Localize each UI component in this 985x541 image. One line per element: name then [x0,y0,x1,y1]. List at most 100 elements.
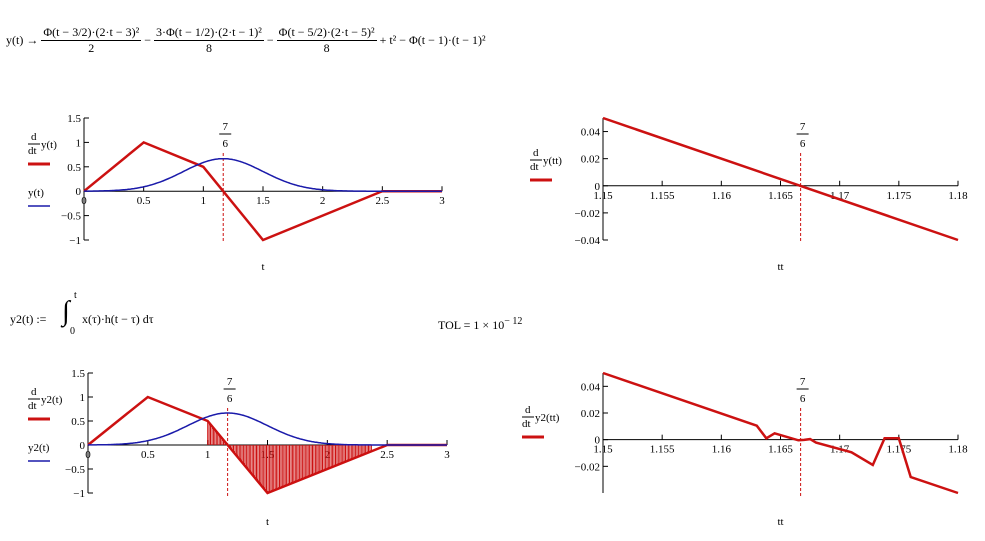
x-tick-label: 3 [444,449,450,461]
y-tick-label: 0 [80,440,86,452]
x-tick-label: 2.5 [380,449,394,461]
legend-entry: d dt y2(tt) [522,404,560,439]
x-axis-label: t [261,261,264,273]
x-tick-label: 1.15 [593,190,613,202]
x-tick-label: 0.5 [137,195,151,207]
series-line-0 [602,116,959,242]
plot-4[interactable]: 1.15 1.155 1.16 1.165 1.17 1.175 1.180.040.020… [500,355,985,541]
eq2-lower: 0 [70,326,75,337]
marker-denominator: 6 [800,393,806,405]
legend-label: y2(t) [28,442,50,454]
x-tick-label: 1.175 [886,190,911,202]
legend-label: y(tt) [543,155,562,167]
y-tick-label: 0 [595,435,601,447]
legend-d-den: dt [522,418,531,430]
legend-entry: d dt y(t) [28,131,57,166]
legend-d-num: d [31,386,37,398]
x-axis-label: tt [777,261,783,273]
marker-numerator: 7 [222,121,228,133]
x-tick-label: 1.18 [948,444,968,456]
y-tick-label: −1 [69,235,81,247]
x-tick-label: 1.155 [650,444,675,456]
x-tick-label: 2 [320,195,326,207]
y-tick-label: 1.5 [71,368,85,380]
marker-denominator: 6 [227,393,233,405]
y-tick-label: 1.5 [67,113,81,125]
y-tick-label: −0.04 [575,235,601,247]
eq-term1: Φ(t − 3/2)·(2·t − 3)² 2 [41,24,142,56]
y-tick-label: −0.02 [575,461,600,473]
x-tick-label: 2.5 [375,195,389,207]
x-tick-label: 1.5 [256,195,270,207]
tol-exponent: − 12 [504,316,523,327]
legend-d-den: dt [28,145,37,157]
legend-d-num: d [533,147,539,159]
series-line-1 [88,412,447,446]
marker-numerator: 7 [800,376,806,388]
marker-denominator: 6 [222,138,228,150]
legend-label: y(t) [28,187,44,199]
legend-entry: y2(t) [28,442,50,462]
series-noise-0 [207,421,372,493]
x-tick-label: 1 [205,449,211,461]
x-tick-label: 1.16 [712,190,732,202]
x-tick-label: 1.16 [712,444,732,456]
eq-arrow: → [26,32,39,47]
eq-term3: Φ(t − 5/2)·(2·t − 5)² 8 [276,24,377,56]
y-tick-label: 0.02 [581,154,600,166]
y-tick-label: 0.04 [581,381,601,393]
x-tick-label: 1.165 [768,444,793,456]
y-tick-label: 0.5 [71,416,85,428]
eq-term3-den: 8 [276,39,377,56]
legend-entry: d dt y(tt) [530,147,562,182]
plot-2[interactable]: 1.15 1.155 1.16 1.165 1.17 1.175 1.180.040.020… [500,100,985,285]
y-tick-label: −0.02 [575,208,600,220]
eq-term1-den: 2 [41,39,142,56]
legend-d-num: d [525,404,531,416]
eq2-integrand: x(τ)·h(t − τ) dτ [82,312,154,326]
legend-d-den: dt [28,400,37,412]
x-tick-label: 1.18 [948,190,968,202]
legend-entry: d dt y2(t) [28,386,63,421]
x-tick-label: 0 [85,449,91,461]
x-tick-label: 0.5 [141,449,155,461]
integral-sign: ∫ [62,296,70,327]
eq-minus2: − [266,32,274,47]
legend-label: y(t) [41,139,57,151]
y-tick-label: −0.5 [61,211,81,223]
y-tick-label: 1 [80,392,86,404]
y-tick-label: 0.04 [581,127,601,139]
x-tick-label: 1 [201,195,207,207]
x-axis-label: tt [777,516,783,528]
y-tick-label: 0.02 [581,408,600,420]
marker-numerator: 7 [800,121,806,133]
marker-denominator: 6 [800,138,806,150]
eq-minus1: − [144,32,151,47]
series-line-1 [84,157,442,192]
eq-term1-num: Φ(t − 3/2)·(2·t − 3)² [43,24,140,39]
eq-lhs: y(t) [6,32,24,47]
x-tick-label: 1.155 [650,190,675,202]
x-axis-label: t [266,516,269,528]
legend-d-num: d [31,131,37,143]
legend-label: y2(tt) [535,412,560,424]
y-tick-label: 0.5 [67,162,81,174]
y-tick-label: 0 [595,181,601,193]
x-tick-label: 1.15 [593,444,613,456]
eq-tail: + t² − Φ(t − 1)·(t − 1)² [379,32,486,47]
x-tick-label: 0 [81,195,87,207]
eq-term2-num: 3·Φ(t − 1/2)·(2·t − 1)² [156,24,262,39]
eq2-upper: t [74,290,77,301]
series-line-0 [602,371,959,495]
eq-term2: 3·Φ(t − 1/2)·(2·t − 1)² 8 [154,25,264,56]
eq-term3-num: Φ(t − 5/2)·(2·t − 5)² [278,24,375,39]
y-tick-label: 0 [76,186,82,198]
y-tick-label: −1 [73,488,85,500]
tol-definition: TOL = 1 × 10− 12 [438,316,522,333]
legend-entry: y(t) [28,187,50,207]
marker-numerator: 7 [227,376,233,388]
eq2-lhs: y2(t) := [10,312,47,326]
x-tick-label: 1.175 [886,444,911,456]
